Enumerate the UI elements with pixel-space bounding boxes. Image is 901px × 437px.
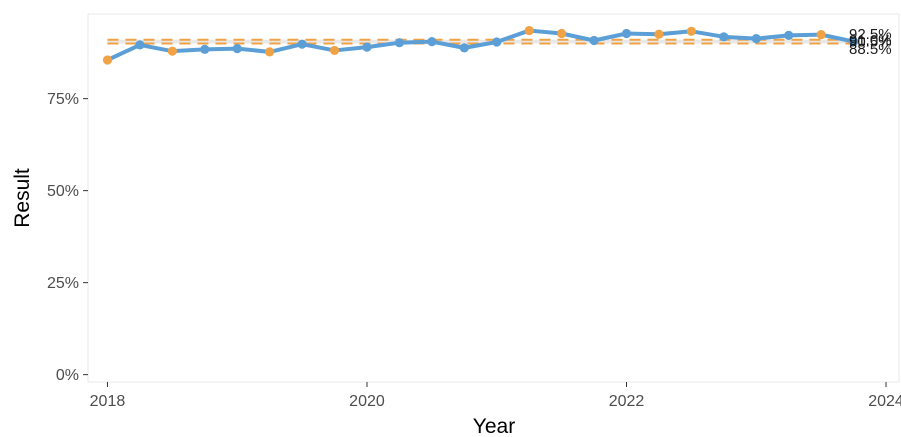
data-point	[848, 37, 859, 47]
data-point	[427, 37, 437, 47]
x-tick-label: 2024	[868, 393, 901, 410]
target-band	[107, 39, 854, 44]
data-point	[719, 32, 729, 42]
y-tick-label: 0%	[56, 367, 79, 384]
end-labels: 92.5%90.5%91.0%88.5%	[849, 26, 892, 58]
x-tick-label: 2020	[349, 393, 385, 410]
data-point	[686, 26, 696, 36]
data-point	[329, 45, 340, 56]
data-point	[751, 34, 761, 44]
data-point	[492, 37, 502, 47]
data-point	[135, 40, 145, 50]
series-path	[105, 28, 856, 62]
x-axis-title: Year	[473, 415, 515, 437]
reference-lines	[107, 38, 854, 45]
data-point	[102, 55, 113, 65]
x-axis: 2018 2020 2022 2024	[90, 382, 901, 410]
data-point	[232, 43, 242, 54]
target-band-rect	[107, 39, 854, 44]
data-point	[167, 46, 177, 56]
series-points	[102, 25, 859, 65]
y-axis-title: Result	[11, 168, 34, 228]
data-point	[654, 29, 664, 39]
end-value-label: 91.0%	[849, 32, 892, 49]
end-value-label: 92.5%	[849, 26, 892, 43]
data-point	[589, 35, 599, 46]
end-value-label: 88.5%	[849, 41, 892, 58]
y-axis: 0% 25% 50% 75%	[47, 91, 88, 384]
data-point	[816, 30, 826, 40]
end-value-label: 90.5%	[849, 34, 892, 51]
plot-panel	[87, 13, 900, 383]
x-tick-label: 2022	[609, 393, 645, 410]
data-point	[362, 42, 372, 52]
data-point	[394, 38, 405, 48]
x-tick-label: 2018	[90, 393, 126, 410]
data-point	[459, 43, 469, 53]
data-point	[784, 30, 794, 40]
data-point	[265, 47, 275, 57]
data-point	[297, 39, 307, 49]
y-tick-label: 50%	[47, 183, 79, 200]
y-tick-label: 25%	[47, 275, 79, 292]
data-point	[621, 28, 632, 39]
data-point	[200, 44, 210, 54]
series-line	[105, 28, 856, 62]
data-point	[557, 28, 567, 39]
data-point	[524, 25, 534, 36]
y-tick-label: 75%	[47, 91, 79, 108]
